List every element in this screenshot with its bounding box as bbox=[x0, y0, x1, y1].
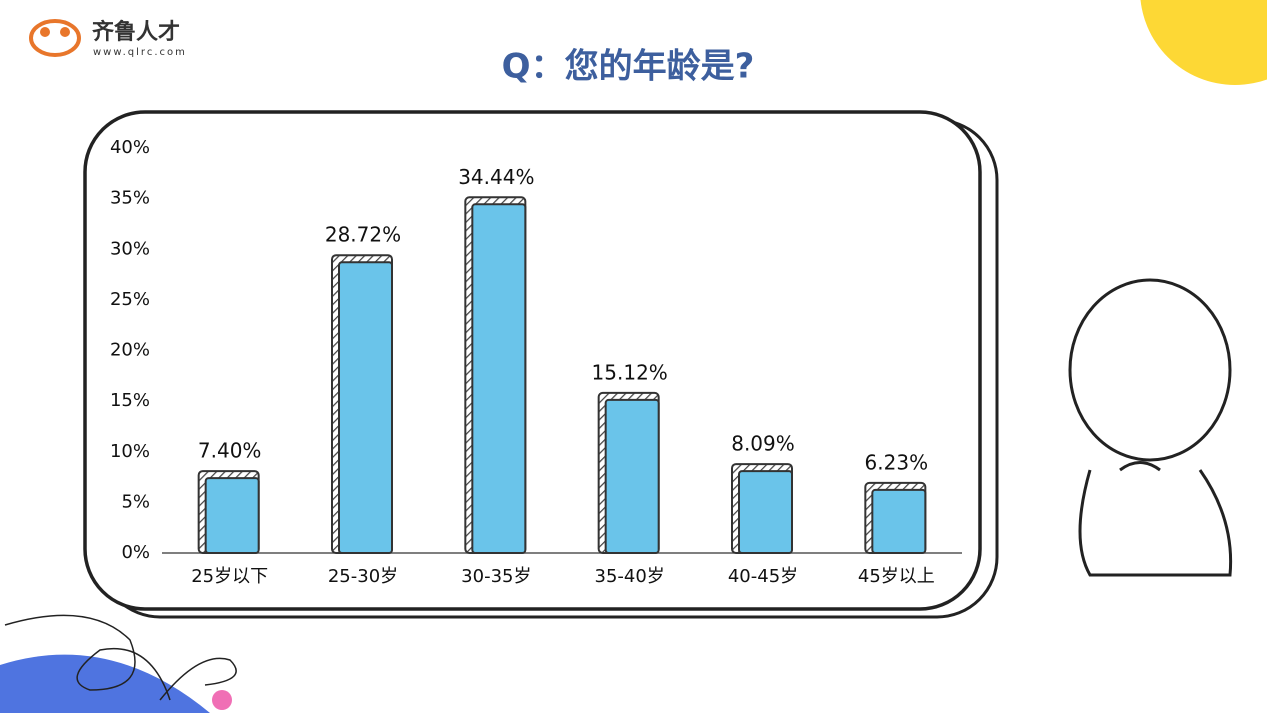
y-tick-label: 5% bbox=[121, 491, 150, 512]
cartoon bbox=[1068, 278, 1233, 577]
y-tick-label: 35% bbox=[110, 188, 150, 209]
cartoon-body bbox=[1078, 469, 1233, 577]
cartoon-mouth bbox=[1119, 461, 1161, 472]
y-tick-label: 30% bbox=[110, 238, 150, 259]
value-label: 7.40% bbox=[198, 439, 262, 463]
value-label: 8.09% bbox=[731, 432, 795, 456]
bar bbox=[738, 470, 793, 554]
decor-blob bbox=[0, 654, 210, 713]
x-tick-label: 45岁以上 bbox=[858, 566, 935, 587]
logo: 齐鲁人才 www.qlrc.com bbox=[29, 19, 187, 58]
chart-title: Q：您的年龄是? bbox=[502, 47, 755, 87]
x-tick-label: 25岁以下 bbox=[191, 566, 268, 587]
decor-dot bbox=[212, 690, 232, 710]
y-tick-label: 25% bbox=[110, 289, 150, 310]
bar bbox=[204, 477, 260, 555]
y-tick-label: 20% bbox=[110, 340, 150, 361]
value-label: 34.44% bbox=[458, 165, 534, 189]
y-tick-label: 0% bbox=[121, 542, 150, 563]
y-tick-label: 10% bbox=[110, 441, 150, 462]
bar bbox=[604, 398, 660, 554]
logo-eye bbox=[40, 27, 50, 37]
value-label: 15.12% bbox=[592, 360, 668, 384]
bar bbox=[471, 203, 527, 554]
x-tick-label: 30-35岁 bbox=[461, 566, 531, 587]
x-tick-label: 40-45岁 bbox=[728, 566, 798, 587]
logo-brand: 齐鲁人才 bbox=[92, 19, 180, 45]
value-label: 6.23% bbox=[865, 450, 929, 474]
x-tick-label: 35-40岁 bbox=[595, 566, 665, 587]
cartoon-head bbox=[1068, 278, 1232, 462]
y-tick-label: 40% bbox=[110, 137, 150, 158]
bar bbox=[871, 488, 927, 555]
y-tick-label: 15% bbox=[110, 390, 150, 411]
x-tick-label: 25-30岁 bbox=[328, 566, 398, 587]
decor-scribble bbox=[4, 614, 237, 701]
decor-circle bbox=[1140, 0, 1267, 85]
logo-eye bbox=[60, 27, 70, 37]
value-label: 28.72% bbox=[325, 223, 401, 247]
bar bbox=[338, 261, 393, 554]
logo-url: www.qlrc.com bbox=[93, 47, 187, 58]
logo-icon bbox=[29, 19, 81, 57]
